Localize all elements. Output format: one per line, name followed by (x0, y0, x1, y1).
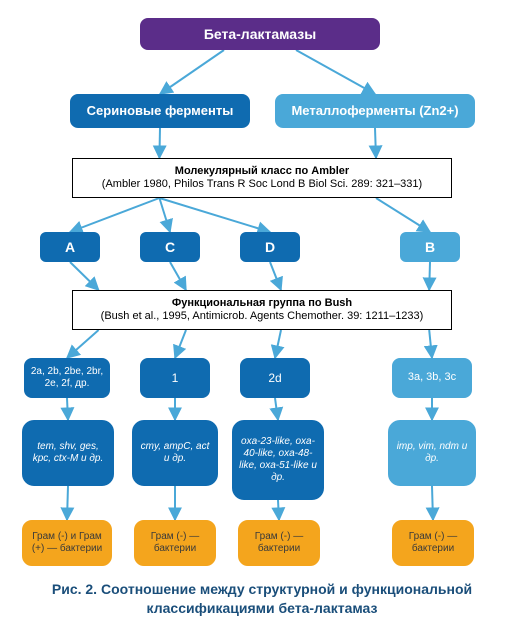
edge-bush-g2 (175, 330, 186, 358)
edge-bush-g3 (275, 330, 281, 358)
edge-C-bush (170, 262, 186, 290)
node-A: A (40, 232, 100, 262)
node-met: Металлоферменты (Zn2+) (275, 94, 475, 128)
edge-A-bush (70, 262, 99, 290)
edge-ambler-D (159, 198, 270, 232)
edge-e3-b3 (278, 500, 279, 520)
edge-bush-g4 (429, 330, 432, 358)
node-ser: Сериновые ферменты (70, 94, 250, 128)
node-g3: 2d (240, 358, 310, 398)
node-D: D (240, 232, 300, 262)
edge-met-ambler (375, 128, 376, 158)
figure-caption: Рис. 2. Соотношение между структурной и … (0, 580, 524, 618)
node-e4: imp, vim, ndm и др. (388, 420, 476, 486)
edge-bush-g1 (67, 330, 99, 358)
edge-g3-e3 (275, 398, 278, 420)
edge-ambler-A (70, 198, 159, 232)
node-e1: tem, shv, ges, kpc, ctx-M и др. (22, 420, 114, 486)
node-b4: Грам (-) — бактерии (392, 520, 474, 566)
node-bush: Функциональная группа по Bush(Bush et al… (72, 290, 452, 330)
node-root: Бета-лактамазы (140, 18, 380, 50)
edge-e1-b1 (67, 486, 68, 520)
node-e3: oxa-23-like, oxa-40-like, oxa-48-like, o… (232, 420, 324, 500)
edge-ambler-C (159, 198, 170, 232)
node-g4: 3a, 3b, 3c (392, 358, 472, 398)
node-B: B (400, 232, 460, 262)
edge-g1-e1 (67, 398, 68, 420)
edge-ambler-B (376, 198, 430, 232)
edge-e4-b4 (432, 486, 433, 520)
node-b2: Грам (-) — бактерии (134, 520, 216, 566)
edge-root-met (296, 50, 375, 94)
node-e2: cmy, ampC, act и др. (132, 420, 218, 486)
node-g1: 2a, 2b, 2be, 2br, 2e, 2f, др. (24, 358, 110, 398)
edge-ser-ambler (159, 128, 160, 158)
node-ambler: Молекулярный класс по Ambler(Ambler 1980… (72, 158, 452, 198)
node-b1: Грам (-) и Грам (+) — бактерии (22, 520, 112, 566)
node-b3: Грам (-) — бактерии (238, 520, 320, 566)
edge-D-bush (270, 262, 281, 290)
node-g2: 1 (140, 358, 210, 398)
edge-B-bush (429, 262, 430, 290)
node-C: C (140, 232, 200, 262)
edge-root-ser (160, 50, 224, 94)
